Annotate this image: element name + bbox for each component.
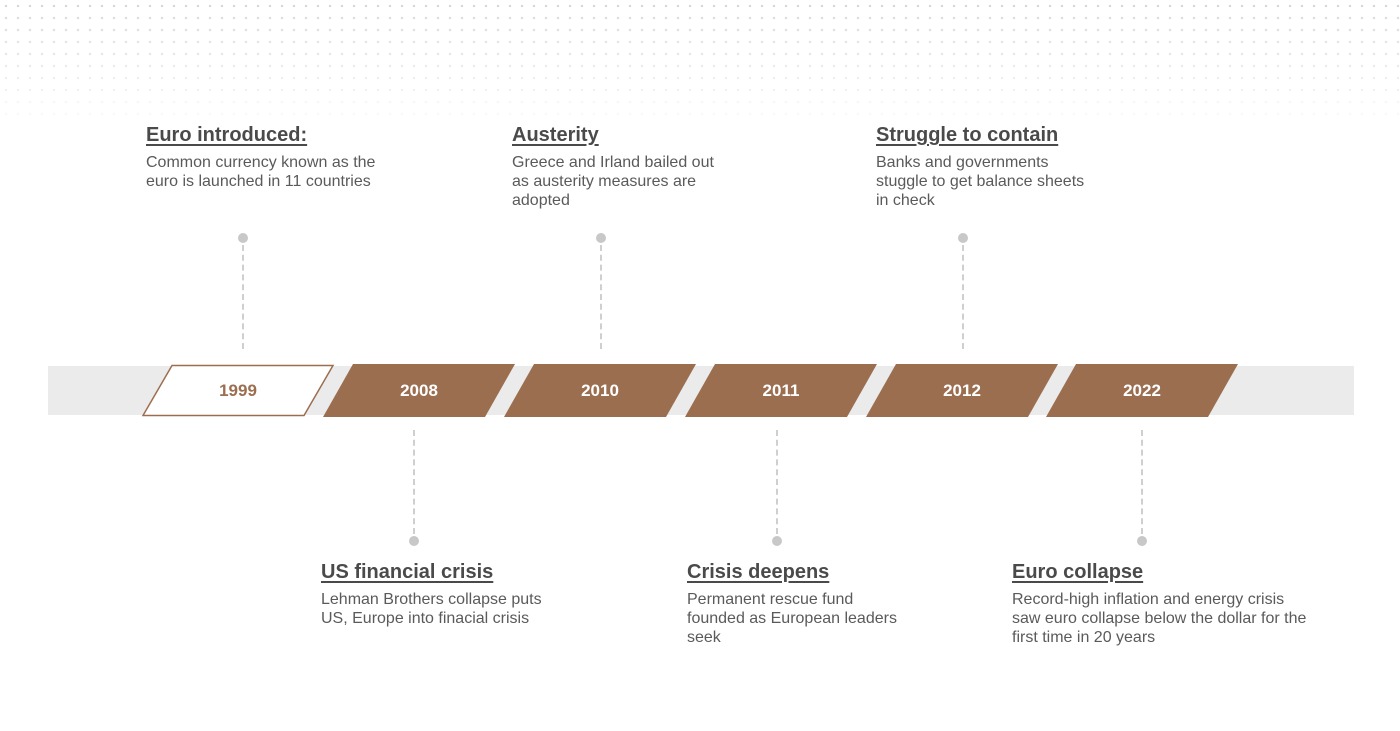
- event-title: US financial crisis: [321, 561, 494, 583]
- connector-line: [600, 245, 602, 349]
- year-label: 2010: [581, 381, 619, 400]
- event-2022: Euro collapse Record-high inflation and …: [1012, 561, 1312, 647]
- event-description: Common currency known as the euro is lau…: [146, 154, 376, 190]
- year-segment-2008: 2008: [323, 364, 515, 417]
- connector-dot: [772, 536, 782, 546]
- connector-line: [962, 245, 964, 349]
- year-label: 1999: [219, 381, 257, 400]
- event-description: Greece and Irland bailed out as austerit…: [512, 154, 714, 209]
- segment-shape: [323, 364, 515, 417]
- segment-shape: [1046, 364, 1238, 417]
- segment-shape: [142, 364, 334, 417]
- connector-2010: [595, 233, 607, 351]
- year-segment-2011: 2011: [685, 364, 877, 417]
- event-title: Euro introduced:: [146, 124, 308, 146]
- year-label: 2011: [762, 381, 800, 400]
- segment-shape: [866, 364, 1058, 417]
- event-title: Euro collapse: [1012, 561, 1144, 583]
- year-label: 2012: [943, 381, 981, 400]
- event-2012: Struggle to contain Banks and government…: [876, 124, 1096, 210]
- event-2010: Austerity Greece and Irland bailed out a…: [512, 124, 722, 210]
- event-title: Struggle to contain: [876, 124, 1059, 146]
- event-description: Permanent rescue fund founded as Europea…: [687, 591, 897, 646]
- event-title: Crisis deepens: [687, 561, 830, 583]
- year-label: 2008: [400, 381, 438, 400]
- connector-2012: [957, 233, 969, 351]
- connector-2011: [771, 430, 783, 548]
- connector-2022: [1136, 430, 1148, 548]
- event-1999: Euro introduced: Common currency known a…: [146, 124, 381, 191]
- event-2008: US financial crisis Lehman Brothers coll…: [321, 561, 553, 628]
- connector-dot: [958, 233, 968, 243]
- year-segment-2022: 2022: [1046, 364, 1238, 417]
- connector-line: [776, 430, 778, 534]
- connector-2008: [408, 430, 420, 548]
- connector-line: [413, 430, 415, 534]
- event-description: Record-high inflation and energy crisis …: [1012, 591, 1307, 646]
- connector-1999: [237, 233, 249, 351]
- year-segment-2010: 2010: [504, 364, 696, 417]
- event-description: Lehman Brothers collapse puts US, Europe…: [321, 591, 542, 627]
- connector-dot: [409, 536, 419, 546]
- segment-shape: [504, 364, 696, 417]
- dotted-background-pattern: [0, 0, 1400, 130]
- connector-line: [1141, 430, 1143, 534]
- year-segment-2012: 2012: [866, 364, 1058, 417]
- connector-dot: [1137, 536, 1147, 546]
- connector-line: [242, 245, 244, 349]
- event-title: Austerity: [512, 124, 599, 146]
- connector-dot: [238, 233, 248, 243]
- segment-shape: [685, 364, 877, 417]
- event-description: Banks and governments stuggle to get bal…: [876, 154, 1085, 209]
- year-segment-1999: 1999: [142, 364, 334, 417]
- year-label: 2022: [1123, 381, 1161, 400]
- connector-dot: [596, 233, 606, 243]
- event-2011: Crisis deepens Permanent rescue fund fou…: [687, 561, 902, 647]
